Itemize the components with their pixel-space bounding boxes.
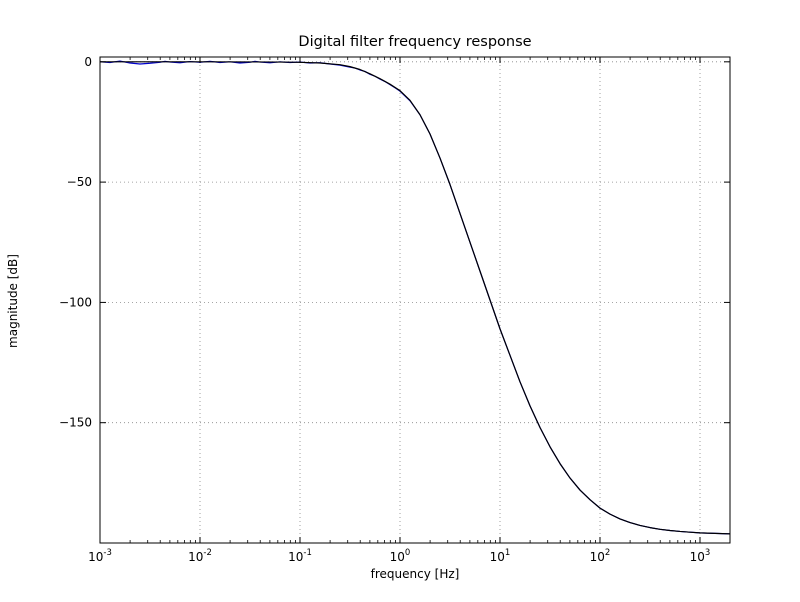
x-tick-label: 100: [390, 548, 411, 564]
series-black-smooth: [100, 61, 730, 535]
y-tick-label: −100: [59, 295, 92, 309]
y-tick-label: 0: [84, 55, 92, 69]
x-tick-label: 102: [590, 548, 611, 564]
chart-title: Digital filter frequency response: [298, 34, 532, 50]
axes-frame: [99, 56, 731, 544]
y-tick-label: −150: [59, 416, 92, 430]
x-axis-label: frequency [Hz]: [370, 567, 460, 581]
plot-area: [100, 57, 730, 543]
x-tick-label: 10-1: [288, 548, 312, 564]
y-tick-label: −50: [67, 175, 92, 189]
x-tick-label: 10-2: [188, 548, 212, 564]
x-tick-label: 103: [690, 548, 711, 564]
y-axis-label: magnitude [dB]: [6, 254, 20, 348]
x-tick-label: 10-3: [88, 548, 112, 564]
x-tick-label: 101: [490, 548, 511, 564]
